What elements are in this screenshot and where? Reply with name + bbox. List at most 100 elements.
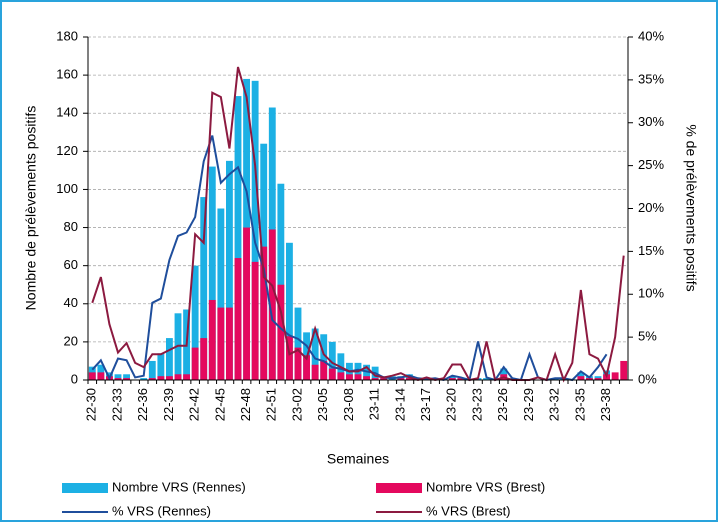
bar <box>191 347 199 380</box>
bar <box>380 378 388 380</box>
bar <box>157 376 165 380</box>
x-tick-label: 23-38 <box>598 388 613 421</box>
x-tick-label: 23-29 <box>521 388 536 421</box>
bar <box>328 368 336 380</box>
bar <box>586 378 593 380</box>
x-tick-label: 22-30 <box>84 388 99 421</box>
y-tick-label: 140 <box>56 105 78 120</box>
bar <box>448 378 456 380</box>
line <box>91 66 625 383</box>
bar <box>148 360 156 380</box>
bar <box>320 360 328 380</box>
bar <box>268 229 276 380</box>
bar <box>88 372 96 380</box>
bar <box>320 334 328 380</box>
y2-tick-label: 40% <box>638 28 664 43</box>
bar <box>114 378 122 380</box>
y-tick-label: 180 <box>56 28 78 43</box>
bar <box>157 353 165 380</box>
bar <box>354 374 362 380</box>
bar <box>406 378 413 380</box>
x-tick-label: 23-20 <box>444 388 459 421</box>
x-tick-label: 23-11 <box>367 388 382 420</box>
y-tick-label: 40 <box>64 295 78 310</box>
x-tick-label: 22-33 <box>109 388 124 421</box>
bar <box>226 307 233 380</box>
bar <box>166 376 173 380</box>
y2-tick-label: 20% <box>638 200 664 215</box>
x-tick-label: 23-26 <box>495 388 510 421</box>
y2-tick-label: 5% <box>638 329 657 344</box>
bar <box>397 378 405 380</box>
bar <box>251 261 259 380</box>
bar <box>226 160 233 380</box>
bar <box>234 258 242 380</box>
y-tick-label: 0 <box>71 371 78 386</box>
bar <box>217 307 225 380</box>
bar <box>166 338 173 380</box>
y-axis-title: Nombre de prélèvements positifs <box>23 106 39 311</box>
legend-label: % VRS (Rennes) <box>112 503 211 518</box>
bar <box>200 197 208 380</box>
y2-tick-label: 25% <box>638 157 664 172</box>
bar <box>371 378 379 380</box>
y-tick-label: 100 <box>56 181 78 196</box>
bar <box>123 378 130 380</box>
bar <box>260 246 268 380</box>
bar <box>191 265 199 380</box>
bar <box>303 355 310 380</box>
y2-tick-label: 0% <box>638 371 657 386</box>
y-tick-label: 60 <box>64 257 78 272</box>
x-tick-label: 23-14 <box>392 388 407 421</box>
bar <box>148 378 156 380</box>
y2-tick-label: 10% <box>638 286 664 301</box>
legend-label: % VRS (Brest) <box>426 503 511 518</box>
bar <box>114 374 122 380</box>
bar <box>140 378 148 380</box>
bar <box>208 166 216 380</box>
bar <box>183 374 190 380</box>
x-tick-label: 22-36 <box>135 388 150 421</box>
bar <box>277 183 285 380</box>
x-axis-title: Semaines <box>327 451 389 467</box>
bar <box>217 208 225 380</box>
y2-tick-label: 35% <box>638 71 664 86</box>
bar <box>243 227 250 380</box>
x-tick-label: 22-39 <box>161 388 176 421</box>
bar <box>457 378 465 380</box>
bar <box>234 96 242 381</box>
x-tick-label: 22-42 <box>187 388 202 421</box>
x-tick-label: 22-48 <box>238 388 253 421</box>
bar <box>311 328 319 380</box>
legend-swatch <box>62 483 108 493</box>
bar <box>346 374 353 380</box>
bar <box>611 372 619 380</box>
y2-tick-label: 30% <box>638 114 664 129</box>
bar <box>97 372 105 380</box>
x-tick-label: 23-05 <box>315 388 330 421</box>
legend-label: Nombre VRS (Rennes) <box>112 479 246 494</box>
bar <box>337 372 345 380</box>
y-tick-label: 160 <box>56 67 78 82</box>
bar <box>277 284 285 380</box>
x-tick-label: 23-08 <box>341 388 356 421</box>
x-tick-label: 23-02 <box>289 388 304 421</box>
bar <box>620 360 628 380</box>
x-tick-label: 23-35 <box>572 388 587 421</box>
bar <box>328 341 336 380</box>
y2-tick-label: 15% <box>638 243 664 258</box>
x-tick-label: 23-23 <box>469 388 484 421</box>
legend-label: Nombre VRS (Brest) <box>426 479 545 494</box>
y-tick-label: 120 <box>56 143 78 158</box>
x-tick-label: 23-17 <box>418 388 433 421</box>
bar <box>363 376 370 380</box>
bar <box>174 374 182 380</box>
bar <box>483 378 490 380</box>
bar <box>251 80 259 381</box>
x-tick-label: 22-51 <box>264 388 279 421</box>
bar <box>200 338 208 380</box>
y-tick-label: 20 <box>64 333 78 348</box>
bar <box>294 307 302 380</box>
